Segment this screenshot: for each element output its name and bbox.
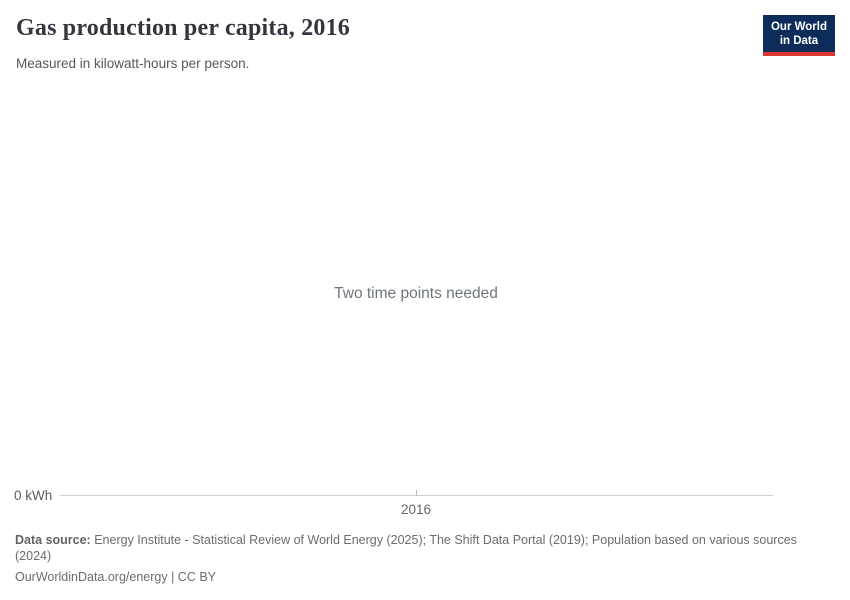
chart-subtitle: Measured in kilowatt-hours per person.	[16, 56, 250, 71]
owid-logo[interactable]: Our World in Data	[762, 15, 835, 57]
owid-logo-line2: in Data	[779, 35, 819, 48]
x-axis-tick-label: 2016	[400, 502, 432, 517]
empty-state-message: Two time points needed	[334, 285, 498, 302]
chart-title: Gas production per capita, 2016	[16, 15, 351, 41]
data-source-line: Data source: Energy Institute - Statisti…	[15, 532, 827, 564]
y-axis-zero-label: 0 kWh	[14, 488, 53, 503]
data-source-text: Energy Institute - Statistical Review of…	[15, 533, 797, 563]
attribution-link[interactable]: OurWorldinData.org/energy | CC BY	[15, 570, 217, 584]
owid-logo-line1: Our World	[770, 21, 827, 33]
chart-footer: Data source: Energy Institute - Statisti…	[15, 532, 827, 585]
data-source-label: Data source:	[15, 533, 91, 547]
x-axis-tick	[416, 490, 417, 496]
